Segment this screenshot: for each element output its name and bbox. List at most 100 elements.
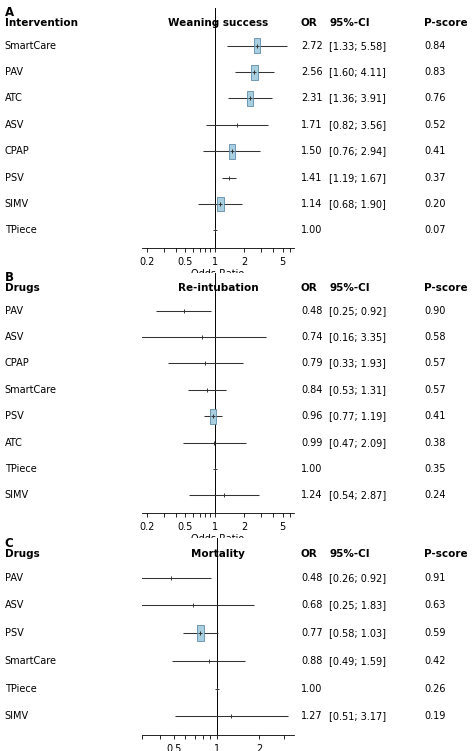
Text: TPiece: TPiece — [5, 464, 36, 474]
Text: SIMV: SIMV — [5, 490, 29, 500]
Text: 0.88: 0.88 — [301, 656, 322, 666]
Text: [0.76; 2.94]: [0.76; 2.94] — [329, 146, 387, 156]
Text: [1.33; 5.58]: [1.33; 5.58] — [329, 41, 387, 51]
Bar — [210, 409, 216, 424]
Text: Re-intubation: Re-intubation — [178, 283, 258, 294]
Text: 0.48: 0.48 — [301, 306, 322, 315]
X-axis label: Odds Ratio: Odds Ratio — [191, 270, 245, 279]
Text: P-score: P-score — [424, 549, 468, 559]
Text: Drugs: Drugs — [5, 549, 39, 559]
Text: CPAP: CPAP — [5, 358, 29, 369]
Text: 1.14: 1.14 — [301, 199, 322, 209]
Text: ASV: ASV — [5, 120, 24, 130]
Bar — [251, 65, 258, 80]
Text: OR: OR — [301, 18, 318, 29]
Text: [0.68; 1.90]: [0.68; 1.90] — [329, 199, 386, 209]
Text: PSV: PSV — [5, 629, 24, 638]
Text: [0.16; 3.35]: [0.16; 3.35] — [329, 332, 386, 342]
Text: 0.91: 0.91 — [424, 573, 446, 583]
Text: [0.25; 1.83]: [0.25; 1.83] — [329, 601, 387, 611]
Text: TPiece: TPiece — [5, 683, 36, 694]
Text: [1.36; 3.91]: [1.36; 3.91] — [329, 93, 386, 104]
Text: ASV: ASV — [5, 332, 24, 342]
Text: 0.37: 0.37 — [424, 173, 446, 182]
Text: SIMV: SIMV — [5, 199, 29, 209]
Text: 1.00: 1.00 — [301, 464, 322, 474]
Text: 1.00: 1.00 — [301, 683, 322, 694]
Text: ATC: ATC — [5, 93, 23, 104]
Text: 0.77: 0.77 — [301, 629, 323, 638]
Text: 0.99: 0.99 — [301, 438, 322, 448]
Text: 0.76: 0.76 — [424, 93, 446, 104]
Text: PAV: PAV — [5, 306, 23, 315]
Text: [0.82; 3.56]: [0.82; 3.56] — [329, 120, 387, 130]
Text: 0.52: 0.52 — [424, 120, 446, 130]
Text: [0.51; 3.17]: [0.51; 3.17] — [329, 711, 387, 722]
Text: C: C — [5, 536, 13, 550]
Text: SmartCare: SmartCare — [5, 41, 57, 51]
Text: 0.35: 0.35 — [424, 464, 446, 474]
Text: 0.84: 0.84 — [301, 385, 322, 395]
Text: 95%-CI: 95%-CI — [329, 549, 370, 559]
Text: P-score: P-score — [424, 283, 468, 294]
Text: 1.41: 1.41 — [301, 173, 322, 182]
Text: 95%-CI: 95%-CI — [329, 18, 370, 29]
Text: OR: OR — [301, 283, 318, 294]
Text: 0.41: 0.41 — [424, 146, 446, 156]
Text: 2.56: 2.56 — [301, 67, 323, 77]
Bar — [254, 38, 260, 53]
Bar — [197, 626, 204, 641]
Text: 0.96: 0.96 — [301, 412, 322, 421]
Text: Drugs: Drugs — [5, 283, 39, 294]
Text: OR: OR — [301, 549, 318, 559]
Text: [1.60; 4.11]: [1.60; 4.11] — [329, 67, 386, 77]
Text: 0.63: 0.63 — [424, 601, 446, 611]
Text: 0.57: 0.57 — [424, 385, 446, 395]
Text: 2.31: 2.31 — [301, 93, 322, 104]
Text: 0.74: 0.74 — [301, 332, 322, 342]
Text: [0.33; 1.93]: [0.33; 1.93] — [329, 358, 386, 369]
Text: ASV: ASV — [5, 601, 24, 611]
X-axis label: Odds Ratio: Odds Ratio — [191, 534, 245, 544]
Text: [0.25; 0.92]: [0.25; 0.92] — [329, 306, 387, 315]
Text: Intervention: Intervention — [5, 18, 78, 29]
Text: ATC: ATC — [5, 438, 23, 448]
Text: 1.71: 1.71 — [301, 120, 322, 130]
Text: [0.49; 1.59]: [0.49; 1.59] — [329, 656, 386, 666]
Text: PSV: PSV — [5, 412, 24, 421]
Text: B: B — [5, 271, 14, 285]
Text: [1.19; 1.67]: [1.19; 1.67] — [329, 173, 386, 182]
Text: 0.26: 0.26 — [424, 683, 446, 694]
Text: 0.90: 0.90 — [424, 306, 446, 315]
Text: A: A — [5, 6, 14, 20]
Text: 0.38: 0.38 — [424, 438, 446, 448]
Text: [0.58; 1.03]: [0.58; 1.03] — [329, 629, 386, 638]
Text: 0.79: 0.79 — [301, 358, 322, 369]
Text: Weaning success: Weaning success — [168, 18, 268, 29]
Text: 0.58: 0.58 — [424, 332, 446, 342]
Text: 0.83: 0.83 — [424, 67, 446, 77]
Text: PAV: PAV — [5, 67, 23, 77]
Text: [0.77; 1.19]: [0.77; 1.19] — [329, 412, 387, 421]
Text: SIMV: SIMV — [5, 711, 29, 722]
Text: 0.59: 0.59 — [424, 629, 446, 638]
Text: [0.47; 2.09]: [0.47; 2.09] — [329, 438, 387, 448]
Text: [0.54; 2.87]: [0.54; 2.87] — [329, 490, 387, 500]
Bar — [217, 197, 224, 211]
Text: TPiece: TPiece — [5, 225, 36, 235]
Text: 1.24: 1.24 — [301, 490, 322, 500]
Text: 2.72: 2.72 — [301, 41, 323, 51]
Text: CPAP: CPAP — [5, 146, 29, 156]
Text: 95%-CI: 95%-CI — [329, 283, 370, 294]
Text: [0.53; 1.31]: [0.53; 1.31] — [329, 385, 386, 395]
Text: SmartCare: SmartCare — [5, 385, 57, 395]
Text: 1.50: 1.50 — [301, 146, 322, 156]
Text: 1.00: 1.00 — [301, 225, 322, 235]
Text: SmartCare: SmartCare — [5, 656, 57, 666]
Text: 0.48: 0.48 — [301, 573, 322, 583]
Text: 1.27: 1.27 — [301, 711, 323, 722]
Text: 0.20: 0.20 — [424, 199, 446, 209]
Text: P-score: P-score — [424, 18, 468, 29]
Text: 0.41: 0.41 — [424, 412, 446, 421]
Bar — [228, 144, 235, 158]
